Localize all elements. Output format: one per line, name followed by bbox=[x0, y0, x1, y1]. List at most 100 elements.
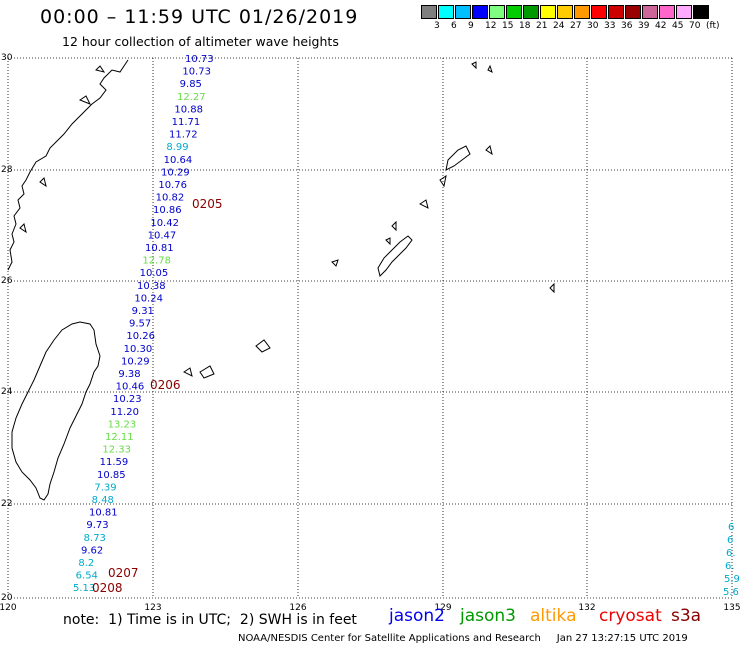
legend-swatch bbox=[642, 5, 658, 19]
wave-height-value: 6. bbox=[725, 561, 735, 572]
wave-height-value: 10.29 bbox=[161, 167, 190, 178]
satellite-cryosat: cryosat bbox=[599, 606, 662, 626]
miyako-islands bbox=[183, 339, 271, 379]
wave-height-value: 9.38 bbox=[118, 369, 140, 380]
wave-height-value: 9.73 bbox=[86, 520, 108, 531]
wave-height-value: 6 bbox=[727, 535, 733, 546]
wave-height-value: 10.73 bbox=[185, 54, 214, 65]
wave-height-value: 11.20 bbox=[110, 407, 139, 418]
wave-height-value: 12.11 bbox=[105, 432, 134, 443]
legend-swatch bbox=[676, 5, 692, 19]
wave-height-value: 10.85 bbox=[97, 470, 126, 481]
wave-height-value: 10.81 bbox=[89, 508, 118, 519]
legend-swatch bbox=[608, 5, 624, 19]
legend-label: 12 bbox=[485, 21, 497, 31]
legend-swatch bbox=[421, 5, 437, 19]
wave-height-value: 11.59 bbox=[100, 457, 129, 468]
coastlines bbox=[7, 59, 555, 501]
wave-height-value: 8.48 bbox=[92, 495, 114, 506]
wave-height-value: 6.54 bbox=[76, 571, 98, 582]
time-label: 0205 bbox=[192, 197, 223, 211]
legend-swatch bbox=[455, 5, 471, 19]
wave-height-value: 5.6 bbox=[723, 587, 739, 598]
legend-swatch bbox=[540, 5, 556, 19]
time-label: 0207 bbox=[108, 566, 139, 580]
wave-height-value: 9.57 bbox=[129, 319, 151, 330]
wave-height-value: 10.26 bbox=[126, 331, 155, 342]
longitude-label: 129 bbox=[434, 603, 451, 613]
edge-track: 6 6 6. 6. 5.9 5.6 bbox=[723, 522, 740, 598]
amami-coastline bbox=[439, 145, 471, 188]
wave-height-value: 8.2 bbox=[78, 558, 94, 569]
legend-label: (ft) bbox=[706, 21, 720, 31]
legend-label: 9 bbox=[468, 21, 474, 31]
legend-label: 42 bbox=[655, 21, 667, 31]
latitude-label: 22 bbox=[1, 499, 12, 509]
time-label: 0206 bbox=[150, 378, 181, 392]
time-label: 0208 bbox=[92, 581, 123, 595]
taiwan-coastline bbox=[11, 321, 101, 501]
latitude-label: 20 bbox=[1, 593, 13, 603]
wave-height-value: 10.46 bbox=[116, 382, 145, 393]
wave-height-value: 12.27 bbox=[177, 92, 206, 103]
wave-height-value: 10.82 bbox=[156, 193, 185, 204]
wave-height-value: 6. bbox=[726, 548, 736, 559]
legend-swatch bbox=[438, 5, 454, 19]
longitude-label: 126 bbox=[289, 603, 306, 613]
small-islands bbox=[331, 61, 555, 294]
wave-height-value: 10.47 bbox=[148, 230, 177, 241]
legend-label: 3 bbox=[434, 21, 440, 31]
map-frame bbox=[7, 57, 733, 599]
wave-height-value: 10.05 bbox=[140, 268, 169, 279]
wave-height-value: 11.72 bbox=[169, 130, 198, 141]
legend-swatch bbox=[557, 5, 573, 19]
wave-height-value: 10.88 bbox=[174, 104, 203, 115]
legend-swatch bbox=[693, 5, 709, 19]
china-coast-islands bbox=[19, 65, 106, 234]
legend-label: 39 bbox=[638, 21, 650, 31]
legend-label: 15 bbox=[502, 21, 514, 31]
okinawa-coastline bbox=[377, 235, 413, 277]
wave-height-value: 10.86 bbox=[153, 205, 182, 216]
wave-height-value: 10.42 bbox=[150, 218, 179, 229]
wave-height-value: 13.23 bbox=[108, 419, 137, 430]
wave-height-value: 8.73 bbox=[84, 533, 106, 544]
longitude-label: 123 bbox=[144, 603, 161, 613]
wave-height-value: 6 bbox=[728, 522, 734, 533]
wave-height-value: 10.24 bbox=[134, 293, 163, 304]
wave-height-value: 8.99 bbox=[166, 142, 188, 153]
wave-height-value: 10.64 bbox=[164, 155, 193, 166]
latitude-label: 30 bbox=[1, 53, 13, 63]
legend-swatch bbox=[506, 5, 522, 19]
longitude-label: 132 bbox=[578, 603, 595, 613]
latitude-label: 24 bbox=[1, 387, 13, 397]
longitude-label: 135 bbox=[723, 603, 740, 613]
china-coastline bbox=[7, 59, 129, 271]
wave-height-value: 10.73 bbox=[182, 67, 211, 78]
wave-height-value: 5.9 bbox=[724, 574, 740, 585]
wave-height-value: 12.78 bbox=[142, 256, 171, 267]
legend-label: 36 bbox=[621, 21, 633, 31]
satellite-jason2: jason2 bbox=[389, 606, 445, 626]
legend-label: 6 bbox=[451, 21, 457, 31]
color-legend bbox=[421, 5, 710, 19]
wave-height-value: 10.38 bbox=[137, 281, 166, 292]
wave-height-value: 12.33 bbox=[102, 445, 131, 456]
legend-label: 30 bbox=[587, 21, 599, 31]
wave-height-value: 9.85 bbox=[180, 79, 202, 90]
note-text: note: 1) Time is in UTC; 2) SWH is in fe… bbox=[63, 612, 357, 628]
longitude-label: 120 bbox=[0, 603, 17, 613]
wave-height-value: 9.62 bbox=[81, 545, 103, 556]
satellite-s3a: s3a bbox=[671, 606, 702, 626]
credit-line: NOAA/NESDIS Center for Satellite Applica… bbox=[238, 633, 688, 644]
wave-height-value: 10.76 bbox=[158, 180, 187, 191]
legend-swatch bbox=[659, 5, 675, 19]
legend-swatch bbox=[472, 5, 488, 19]
map-subtitle: 12 hour collection of altimeter wave hei… bbox=[62, 34, 339, 49]
satellite-altika: altika bbox=[530, 606, 577, 626]
legend-label: 70 bbox=[689, 21, 701, 31]
latitude-label: 26 bbox=[1, 276, 13, 286]
map-title: 00:00 – 11:59 UTC 01/26/2019 bbox=[40, 6, 359, 28]
